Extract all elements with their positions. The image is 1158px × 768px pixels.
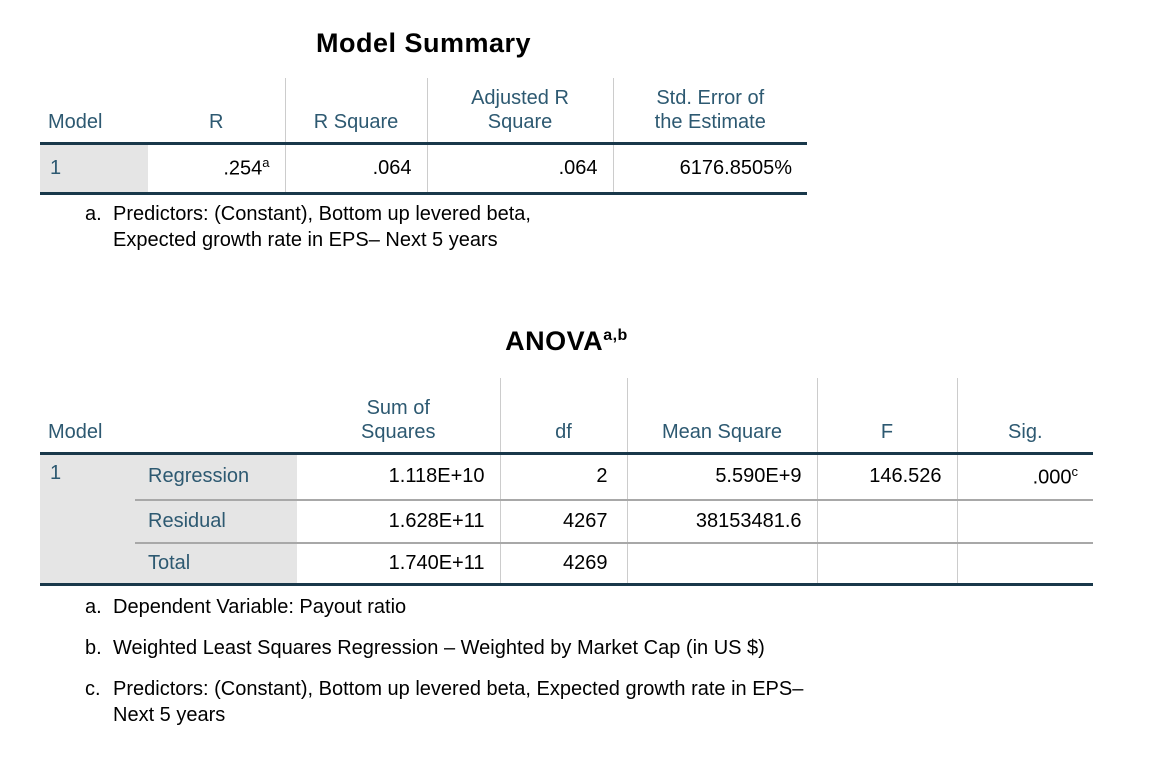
- col-header-df: df: [499, 378, 628, 455]
- footnote-a: a. Dependent Variable: Payout ratio: [85, 594, 803, 620]
- col-header-model: Model: [40, 378, 298, 455]
- cell-mean-square: [626, 543, 818, 586]
- footnote-marker: a.: [85, 203, 102, 225]
- col-header-sig: Sig.: [956, 378, 1094, 455]
- cell-sum-of-squares: 1.628E+11: [297, 500, 501, 544]
- header-line: Square: [487, 110, 553, 133]
- footnote-a: a. Predictors: (Constant), Bottom up lev…: [85, 201, 531, 253]
- cell-std-error-value: 6176.8505%: [612, 143, 807, 195]
- footnote-marker: a.: [85, 596, 102, 618]
- cell-model-number: 1: [40, 453, 135, 586]
- col-header-model: Model: [40, 78, 148, 145]
- cell-sig: [956, 500, 1094, 544]
- cell-adjusted-r-square-value: .064: [426, 143, 613, 195]
- col-header-mean-square: Mean Square: [626, 378, 818, 455]
- cell-df: 4269: [499, 543, 628, 586]
- anova-row-residual: Residual 1.628E+11 4267 38153481.6: [40, 500, 1094, 544]
- anova-header-row: Model Sum of Squares df Mean Square F Si…: [40, 378, 1094, 455]
- cell-r-value: .254a: [148, 143, 285, 195]
- anova-row-regression: 1 Regression 1.118E+10 2 5.590E+9 146.52…: [40, 453, 1094, 586]
- cell-f: [816, 500, 958, 544]
- footnote-line: Dependent Variable: Payout ratio: [113, 596, 407, 618]
- footnote-text: Predictors: (Constant), Bottom up levere…: [113, 676, 803, 728]
- footnote-text: Predictors: (Constant), Bottom up levere…: [113, 201, 531, 253]
- footnote-marker: b.: [85, 637, 102, 659]
- footnote-line: Expected growth rate in EPS– Next 5 year…: [113, 229, 498, 251]
- cell-sig: [956, 543, 1094, 586]
- header-line: the Estimate: [654, 110, 766, 133]
- col-header-r: R: [148, 78, 285, 145]
- anova-title: ANOVAa,b: [40, 326, 1093, 357]
- cell-f: 146.526: [816, 453, 958, 501]
- header-line: Squares: [361, 420, 436, 443]
- cell-row-label: Regression: [135, 453, 298, 501]
- model-summary-header-row: Model R R Square Adjusted R Square Std. …: [40, 78, 807, 145]
- header-line: Adjusted R: [471, 86, 569, 109]
- header-line: Std. Error of: [656, 86, 765, 109]
- model-summary-footnotes: a. Predictors: (Constant), Bottom up lev…: [85, 201, 531, 268]
- col-header-sum-of-squares: Sum of Squares: [297, 378, 501, 455]
- r-value: .254: [223, 157, 263, 180]
- cell-df: 4267: [499, 500, 628, 544]
- anova-row-total: Total 1.740E+11 4269: [40, 543, 1094, 586]
- footnote-text: Dependent Variable: Payout ratio: [113, 594, 406, 620]
- footnote-text: Weighted Least Squares Regression – Weig…: [113, 635, 765, 661]
- model-summary-data-row: 1 .254a .064 .064 6176.8505%: [40, 143, 807, 195]
- cell-mean-square: 5.590E+9: [626, 453, 818, 501]
- col-header-f: F: [816, 378, 958, 455]
- footnote-line: Predictors: (Constant), Bottom up levere…: [113, 678, 804, 700]
- footnote-line: Predictors: (Constant), Bottom up levere…: [113, 203, 531, 225]
- anova-footnotes: a. Dependent Variable: Payout ratio b. W…: [85, 594, 803, 743]
- anova-table: Model Sum of Squares df Mean Square F Si…: [40, 378, 1094, 586]
- cell-sum-of-squares: 1.740E+11: [297, 543, 501, 586]
- cell-r-square-value: .064: [284, 143, 427, 195]
- header-line: Sum of: [366, 396, 430, 419]
- col-header-r-square: R Square: [284, 78, 427, 145]
- cell-df: 2: [499, 453, 628, 501]
- sig-value: .000: [1032, 466, 1072, 489]
- model-summary-table: Model R R Square Adjusted R Square Std. …: [40, 78, 807, 195]
- cell-model-number: 1: [40, 143, 148, 195]
- col-header-adjusted-r-square: Adjusted R Square: [426, 78, 613, 145]
- footnote-b: b. Weighted Least Squares Regression – W…: [85, 635, 803, 661]
- footnote-line: Weighted Least Squares Regression – Weig…: [113, 637, 765, 659]
- footnote-c: c. Predictors: (Constant), Bottom up lev…: [85, 676, 803, 728]
- footnote-marker: c.: [85, 678, 101, 700]
- sig-footnote-marker: c: [1071, 463, 1079, 479]
- anova-title-footnote-markers: a,b: [603, 327, 628, 344]
- cell-row-label: Total: [135, 543, 298, 586]
- footnote-line: Next 5 years: [113, 704, 226, 726]
- cell-sig: .000c: [956, 453, 1094, 501]
- col-header-std-error: Std. Error of the Estimate: [612, 78, 807, 145]
- r-footnote-marker: a: [262, 155, 270, 171]
- cell-f: [816, 543, 958, 586]
- cell-mean-square: 38153481.6: [626, 500, 818, 544]
- model-summary-title: Model Summary: [315, 28, 532, 58]
- cell-row-label: Residual: [135, 500, 298, 544]
- anova-title-text: ANOVA: [505, 326, 604, 356]
- cell-sum-of-squares: 1.118E+10: [297, 453, 501, 501]
